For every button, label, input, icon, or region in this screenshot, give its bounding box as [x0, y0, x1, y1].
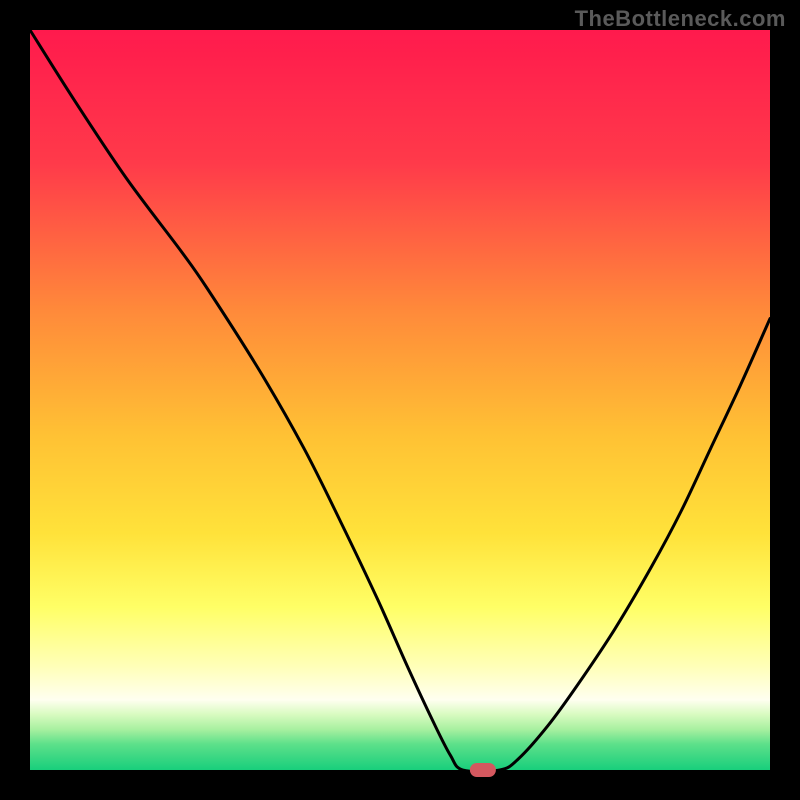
bottleneck-chart — [0, 0, 800, 800]
plot-background — [30, 30, 770, 770]
optimal-marker — [470, 763, 496, 777]
watermark-text: TheBottleneck.com — [575, 6, 786, 32]
